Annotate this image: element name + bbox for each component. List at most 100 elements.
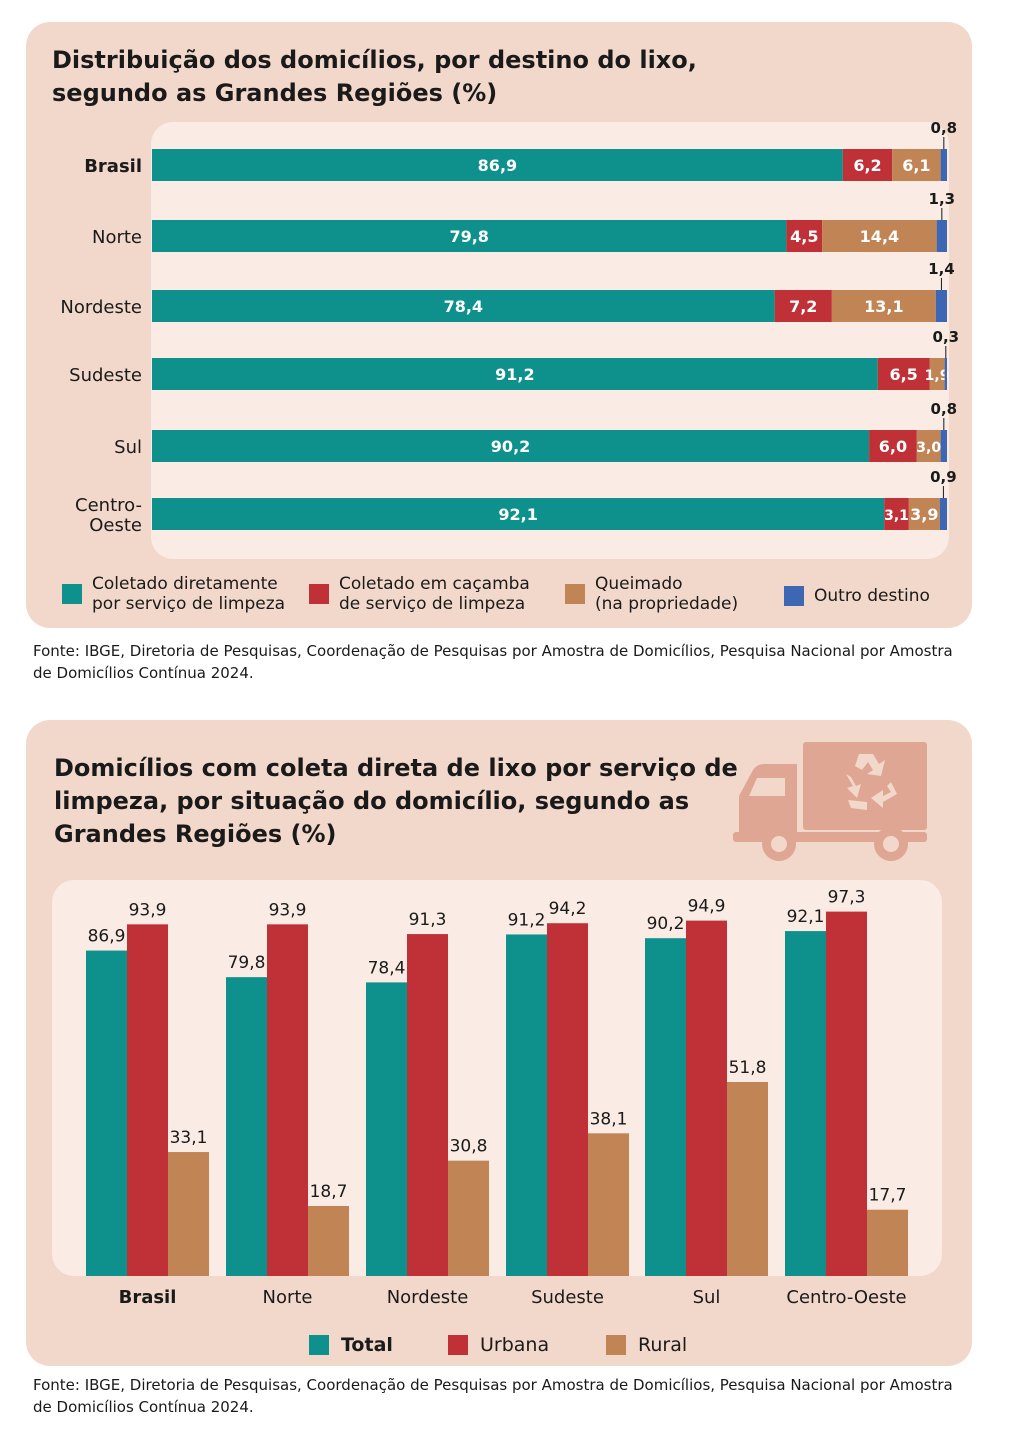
category-label: Sul (114, 437, 142, 458)
bar-segment (940, 430, 947, 462)
chart2-title: Domicílios com coleta direta de lixo por… (54, 754, 738, 848)
bar-segment (152, 430, 870, 462)
data-label: 17,7 (869, 1186, 907, 1206)
data-label: 18,7 (310, 1182, 348, 1202)
legend-label: Outro destino (814, 586, 930, 606)
bar (506, 934, 547, 1276)
data-label: 13,1 (864, 297, 903, 316)
bar-segment (944, 358, 947, 390)
data-label: 3,9 (910, 505, 938, 524)
legend-swatch (606, 1335, 626, 1355)
data-label: 0,8 (931, 400, 958, 418)
category-label: Sul (693, 1287, 721, 1308)
category-label: Norte (262, 1287, 312, 1308)
category-label: Nordeste (60, 297, 142, 318)
bar (448, 1160, 489, 1276)
bar-segment (877, 358, 930, 390)
legend-label: Rural (638, 1334, 688, 1356)
legend-label: Total (341, 1334, 393, 1356)
category-label: Sudeste (531, 1287, 604, 1308)
bar-segment (940, 149, 947, 181)
data-label: 93,9 (129, 900, 167, 920)
data-label: 14,4 (860, 227, 899, 246)
legend-label: Urbana (480, 1334, 550, 1356)
data-label: 6,2 (853, 156, 881, 175)
legend-swatch (62, 584, 82, 604)
bar-segment (916, 430, 941, 462)
bar (686, 920, 727, 1276)
data-label: 1,3 (929, 190, 956, 208)
bar-segment (152, 220, 787, 252)
bar (826, 911, 867, 1276)
data-label: 90,2 (491, 437, 530, 456)
category-label: Sudeste (69, 365, 142, 386)
legend-label: Coletado em caçamba de serviço de limpeza (339, 574, 530, 614)
bar (547, 923, 588, 1276)
legend-item-outro-destino: Outro destino (784, 586, 930, 606)
legend-label: Queimado (na propriedade) (595, 574, 739, 614)
bar-segment (152, 290, 775, 322)
bar-segment (786, 220, 823, 252)
category-label: Oeste (89, 515, 142, 536)
bar (267, 924, 308, 1276)
legend-swatch (309, 584, 329, 604)
data-label: 1,9 (925, 368, 950, 384)
bar (86, 950, 127, 1276)
data-label: 79,8 (449, 227, 488, 246)
bar-segment (152, 358, 878, 390)
data-label: 6,5 (889, 365, 917, 384)
data-label: 79,8 (228, 953, 266, 973)
data-label: 38,1 (590, 1109, 628, 1129)
data-label: 92,1 (498, 505, 537, 524)
chart1-panel: Distribuição dos domicílios, por destino… (26, 22, 972, 628)
data-label: 0,9 (930, 468, 957, 486)
bar-segment (936, 220, 947, 252)
data-label: 91,2 (495, 365, 534, 384)
data-label: 30,8 (450, 1137, 488, 1157)
data-label: 0,3 (933, 328, 960, 346)
data-label: 6,0 (879, 437, 907, 456)
bar-segment (935, 290, 947, 322)
data-label: 7,2 (789, 297, 817, 316)
category-label: Norte (92, 227, 142, 248)
chart2-panel: Domicílios com coleta direta de lixo por… (26, 720, 972, 1366)
data-label: 86,9 (88, 927, 126, 947)
bar (727, 1082, 768, 1276)
chart2-svg: 86,993,933,1Brasil79,893,918,7Norte78,49… (86, 888, 908, 1308)
bar (308, 1205, 349, 1276)
chart1-title: Distribuição dos domicílios, por destino… (52, 46, 697, 107)
legend-item-urbana: Urbana (448, 1334, 549, 1356)
data-label: 0,8 (931, 119, 958, 137)
data-label: 4,5 (790, 227, 818, 246)
data-label: 3,1 (884, 508, 909, 524)
data-label: 51,8 (729, 1058, 767, 1078)
legend-swatch (784, 586, 804, 606)
data-label: 33,1 (170, 1128, 208, 1148)
bar-segment (831, 290, 936, 322)
recycling-truck-icon (733, 742, 927, 861)
data-label: 78,4 (444, 297, 483, 316)
data-label: 94,2 (549, 899, 587, 919)
legend-item-coletado-diretamente: Coletado diretamente por serviço de limpe… (62, 574, 285, 614)
data-label: 1,4 (928, 260, 955, 278)
data-label: 93,9 (269, 900, 307, 920)
data-label: 3,0 (916, 440, 941, 456)
bar-segment (869, 430, 917, 462)
data-label: 86,9 (478, 156, 517, 175)
chart1-svg: Brasil 86,9 6,2 6,1 0,8 Norte 79,8 4,5 14,4 1,3 No… (60, 119, 960, 536)
category-label: Brasil (84, 156, 142, 177)
bar (127, 924, 168, 1276)
bar-segment (908, 498, 940, 530)
legend-label: Coletado diretamente por serviço de limpe… (92, 574, 286, 614)
legend-swatch (448, 1335, 468, 1355)
bar (588, 1133, 629, 1276)
data-label: 91,2 (508, 910, 546, 930)
chart1-source: Fonte: IBGE, Diretoria de Pesquisas, Coo… (33, 642, 953, 682)
bar (226, 977, 267, 1276)
category-label: Nordeste (387, 1287, 469, 1308)
bar (785, 931, 826, 1276)
bar (645, 938, 686, 1276)
category-label: Centro-Oeste (786, 1287, 906, 1308)
data-label: 78,4 (368, 958, 406, 978)
data-label: 6,1 (902, 156, 930, 175)
